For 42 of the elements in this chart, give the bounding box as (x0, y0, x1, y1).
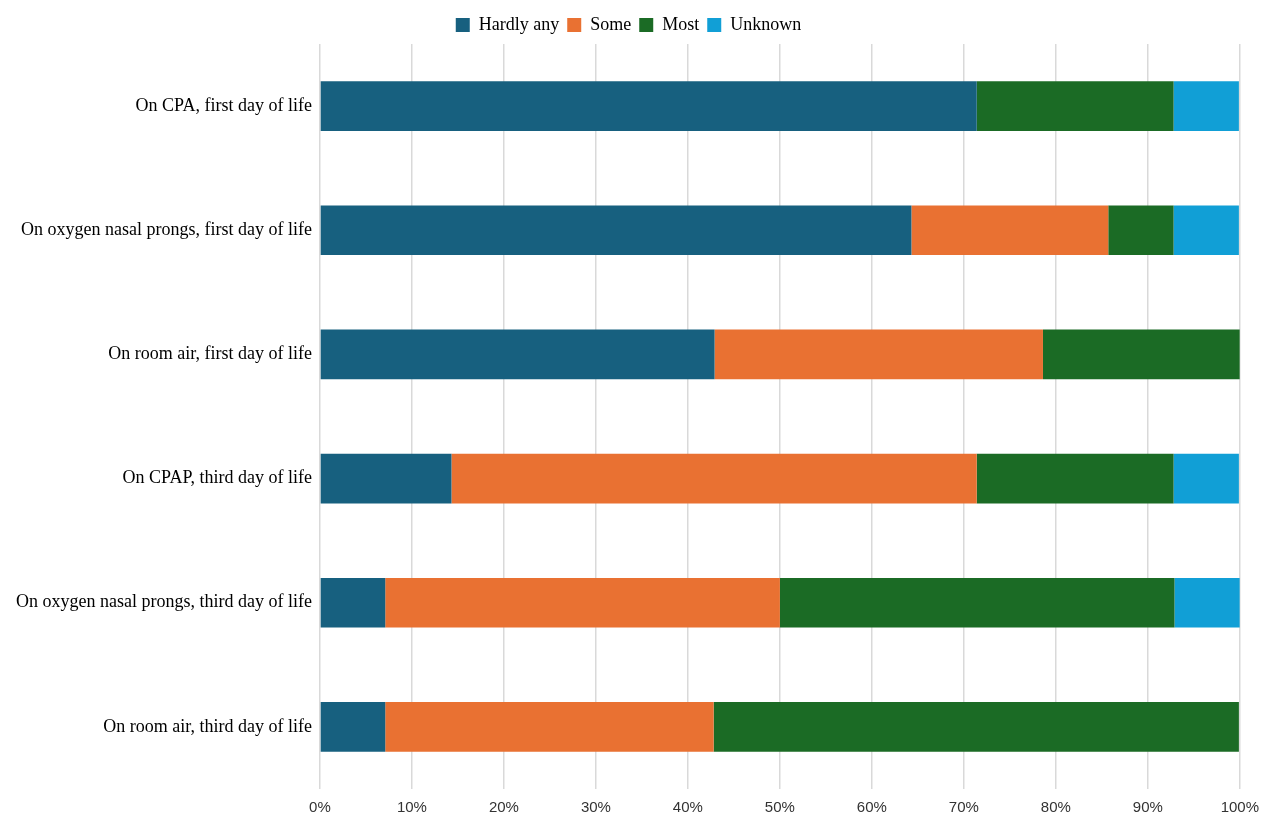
bar (320, 81, 977, 131)
bar (385, 702, 714, 752)
bar (1173, 81, 1239, 131)
bar (320, 577, 386, 628)
x-tick-label: 10% (396, 798, 427, 816)
y-tick-label: On oxygen nasal prongs, third day of life (16, 591, 312, 612)
x-tick-label: 90% (1132, 798, 1163, 816)
x-tick-label: 30% (580, 798, 611, 816)
x-tick-label: 40% (672, 798, 703, 816)
bar (385, 577, 780, 628)
bar (1173, 205, 1239, 256)
y-tick-label: On room air, third day of life (103, 715, 312, 736)
bar (911, 205, 1109, 256)
x-tick-label: 50% (764, 798, 795, 816)
legend-label: Most (662, 13, 700, 34)
bar (320, 453, 452, 504)
bar (779, 577, 1175, 628)
bar (1108, 205, 1174, 256)
y-tick-label: On CPA, first day of life (135, 94, 312, 115)
x-tick-label: 100% (1220, 798, 1260, 816)
bar (320, 329, 715, 380)
x-tick-label: 80% (1040, 798, 1071, 816)
bar (976, 81, 1174, 131)
bar (714, 329, 1043, 380)
bar (1174, 577, 1240, 628)
legend-label: Some (590, 13, 632, 34)
bar (1173, 453, 1239, 504)
bar (451, 453, 977, 504)
x-tick-label: 70% (948, 798, 979, 816)
legend-label: Hardly any (478, 13, 560, 34)
x-tick-label: 20% (488, 798, 519, 816)
bar (976, 453, 1174, 504)
y-tick-label: On room air, first day of life (108, 343, 312, 364)
x-tick-label: 0% (309, 798, 331, 816)
y-tick-label: On CPAP, third day of life (122, 467, 312, 488)
bar (320, 205, 912, 256)
bar (713, 702, 1239, 752)
y-tick-label: On oxygen nasal prongs, first day of life (21, 218, 312, 239)
x-tick-label: 60% (856, 798, 887, 816)
legend-label: Unknown (730, 13, 802, 34)
bar (320, 702, 386, 752)
bar (1042, 329, 1240, 380)
